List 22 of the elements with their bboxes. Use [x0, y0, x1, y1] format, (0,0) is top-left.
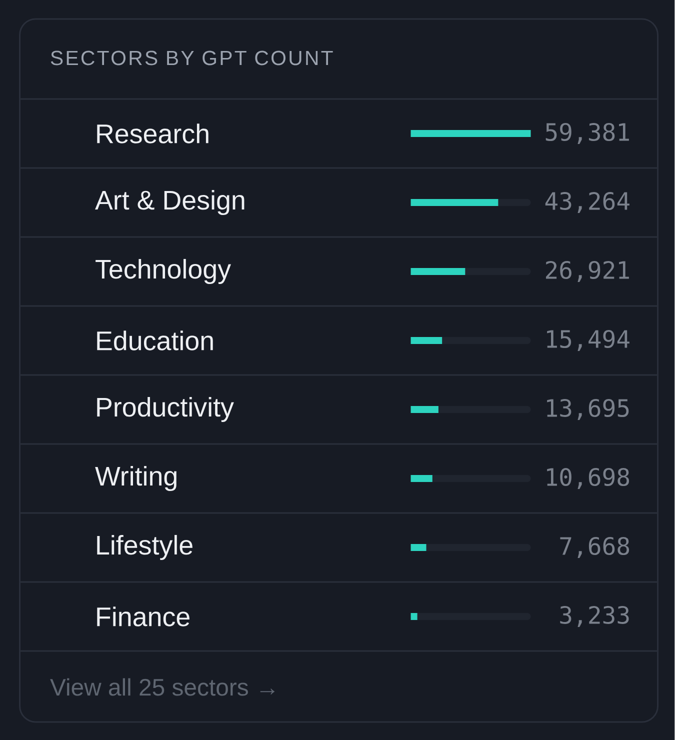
- data-label: 10,698: [547, 468, 630, 490]
- y-tick-label: Technology: [96, 258, 232, 284]
- y-tick-label: Research: [97, 124, 208, 144]
- y-tick-label: Lifestyle: [97, 534, 193, 560]
- y-tick-label: Art & Design: [95, 190, 244, 216]
- bar: [410, 406, 439, 414]
- data-label: 3,233: [560, 606, 629, 628]
- data-label: 26,921: [546, 260, 630, 282]
- data-label: 59,381: [546, 122, 630, 144]
- y-tick-label: Education: [97, 330, 213, 350]
- y-tick-label: Writing: [95, 466, 177, 492]
- data-label: 13,695: [547, 398, 629, 420]
- bar: [410, 544, 426, 552]
- y-tick-label: Finance: [97, 606, 190, 626]
- data-label: 7,668: [560, 536, 630, 558]
- bar: [410, 475, 432, 482]
- data-label: 15,494: [547, 330, 630, 352]
- text: View all 25 sectors →: [50, 678, 275, 696]
- text: SECTORS BY GPT COUNT: [51, 50, 333, 66]
- bar: [410, 613, 418, 620]
- data-label: 43,264: [545, 192, 630, 214]
- y-tick-label: Productivity: [97, 396, 234, 422]
